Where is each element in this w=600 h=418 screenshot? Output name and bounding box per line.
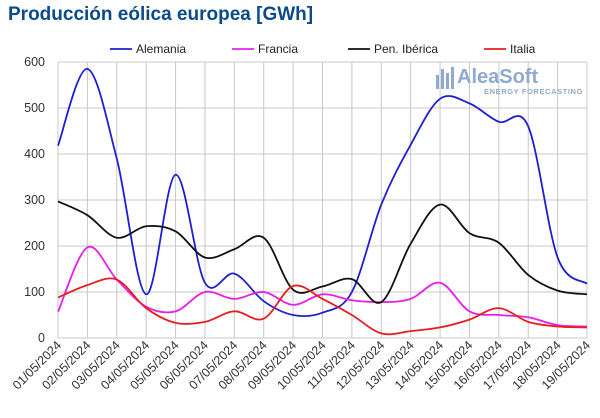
logo-wordmark: AleaSoft xyxy=(457,66,538,88)
legend-label-alemania: Alemania xyxy=(136,42,186,56)
y-tick-label: 500 xyxy=(24,101,45,115)
y-axis-ticks: 0 100 200 300 400 500 600 xyxy=(24,55,45,345)
legend-label-pen-iberica: Pen. Ibérica xyxy=(374,42,438,56)
y-tick-label: 600 xyxy=(24,55,45,69)
y-tick-label: 400 xyxy=(24,147,45,161)
series-line-italia xyxy=(57,277,588,336)
series-line-alemania xyxy=(57,68,588,318)
logo-symbol-icon xyxy=(436,67,454,89)
aleasoft-logo: AleaSoft ENERGY FORECASTING xyxy=(436,66,583,96)
grid-lines xyxy=(57,61,588,339)
chart-title: Producción eólica europea [GWh] xyxy=(8,4,314,25)
legend-label-francia: Francia xyxy=(258,42,298,56)
y-tick-label: 300 xyxy=(24,193,45,207)
x-axis-ticks: 01/05/202402/05/202403/05/202404/05/2024… xyxy=(10,338,593,392)
y-tick-label: 100 xyxy=(24,285,45,299)
legend-label-italia: Italia xyxy=(510,42,536,56)
y-tick-label: 200 xyxy=(24,239,45,253)
legend: Alemania Francia Pen. Ibérica Italia xyxy=(110,42,536,56)
series-line-francia xyxy=(57,245,588,328)
y-tick-label: 0 xyxy=(38,331,45,345)
data-series xyxy=(57,68,588,336)
series-line-pen-iberica xyxy=(57,200,588,304)
logo-tagline: ENERGY FORECASTING xyxy=(484,87,583,96)
